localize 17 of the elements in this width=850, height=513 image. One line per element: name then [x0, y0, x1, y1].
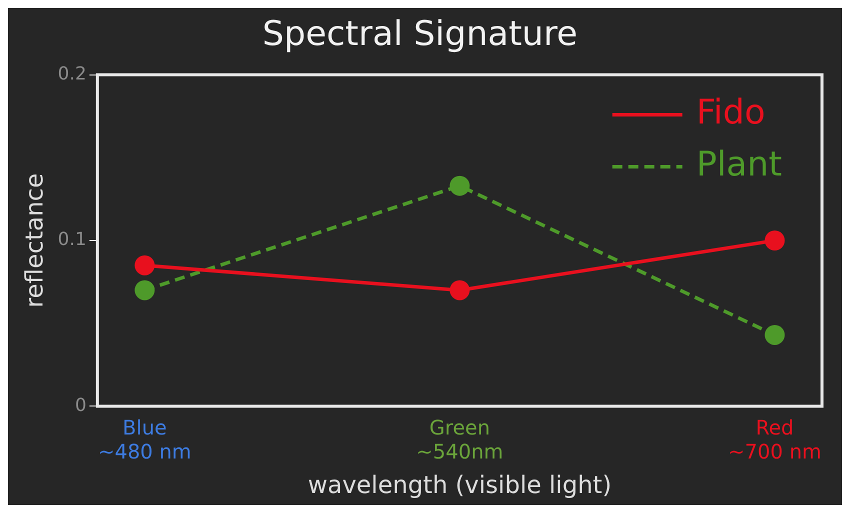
- y-tick-label: 0: [74, 394, 86, 416]
- chart-title: Spectral Signature: [262, 14, 578, 54]
- y-axis-title: reflectance: [20, 173, 49, 308]
- point: [450, 280, 470, 300]
- point: [134, 255, 155, 276]
- legend-label: Fido: [696, 92, 766, 133]
- x-axis-title: wavelength (visible light): [308, 470, 612, 499]
- point: [134, 280, 155, 300]
- point: [450, 176, 470, 196]
- y-tick-label: 0.1: [58, 229, 86, 250]
- legend-label: Plant: [696, 144, 782, 185]
- x-tick-label: Red ~700 nm: [728, 415, 822, 464]
- y-tick-label: 0.2: [58, 63, 86, 84]
- point: [764, 324, 785, 345]
- point: [764, 230, 785, 250]
- x-tick-label: Green ~540nm: [416, 415, 504, 464]
- x-tick-label: Blue ~480 nm: [98, 415, 192, 464]
